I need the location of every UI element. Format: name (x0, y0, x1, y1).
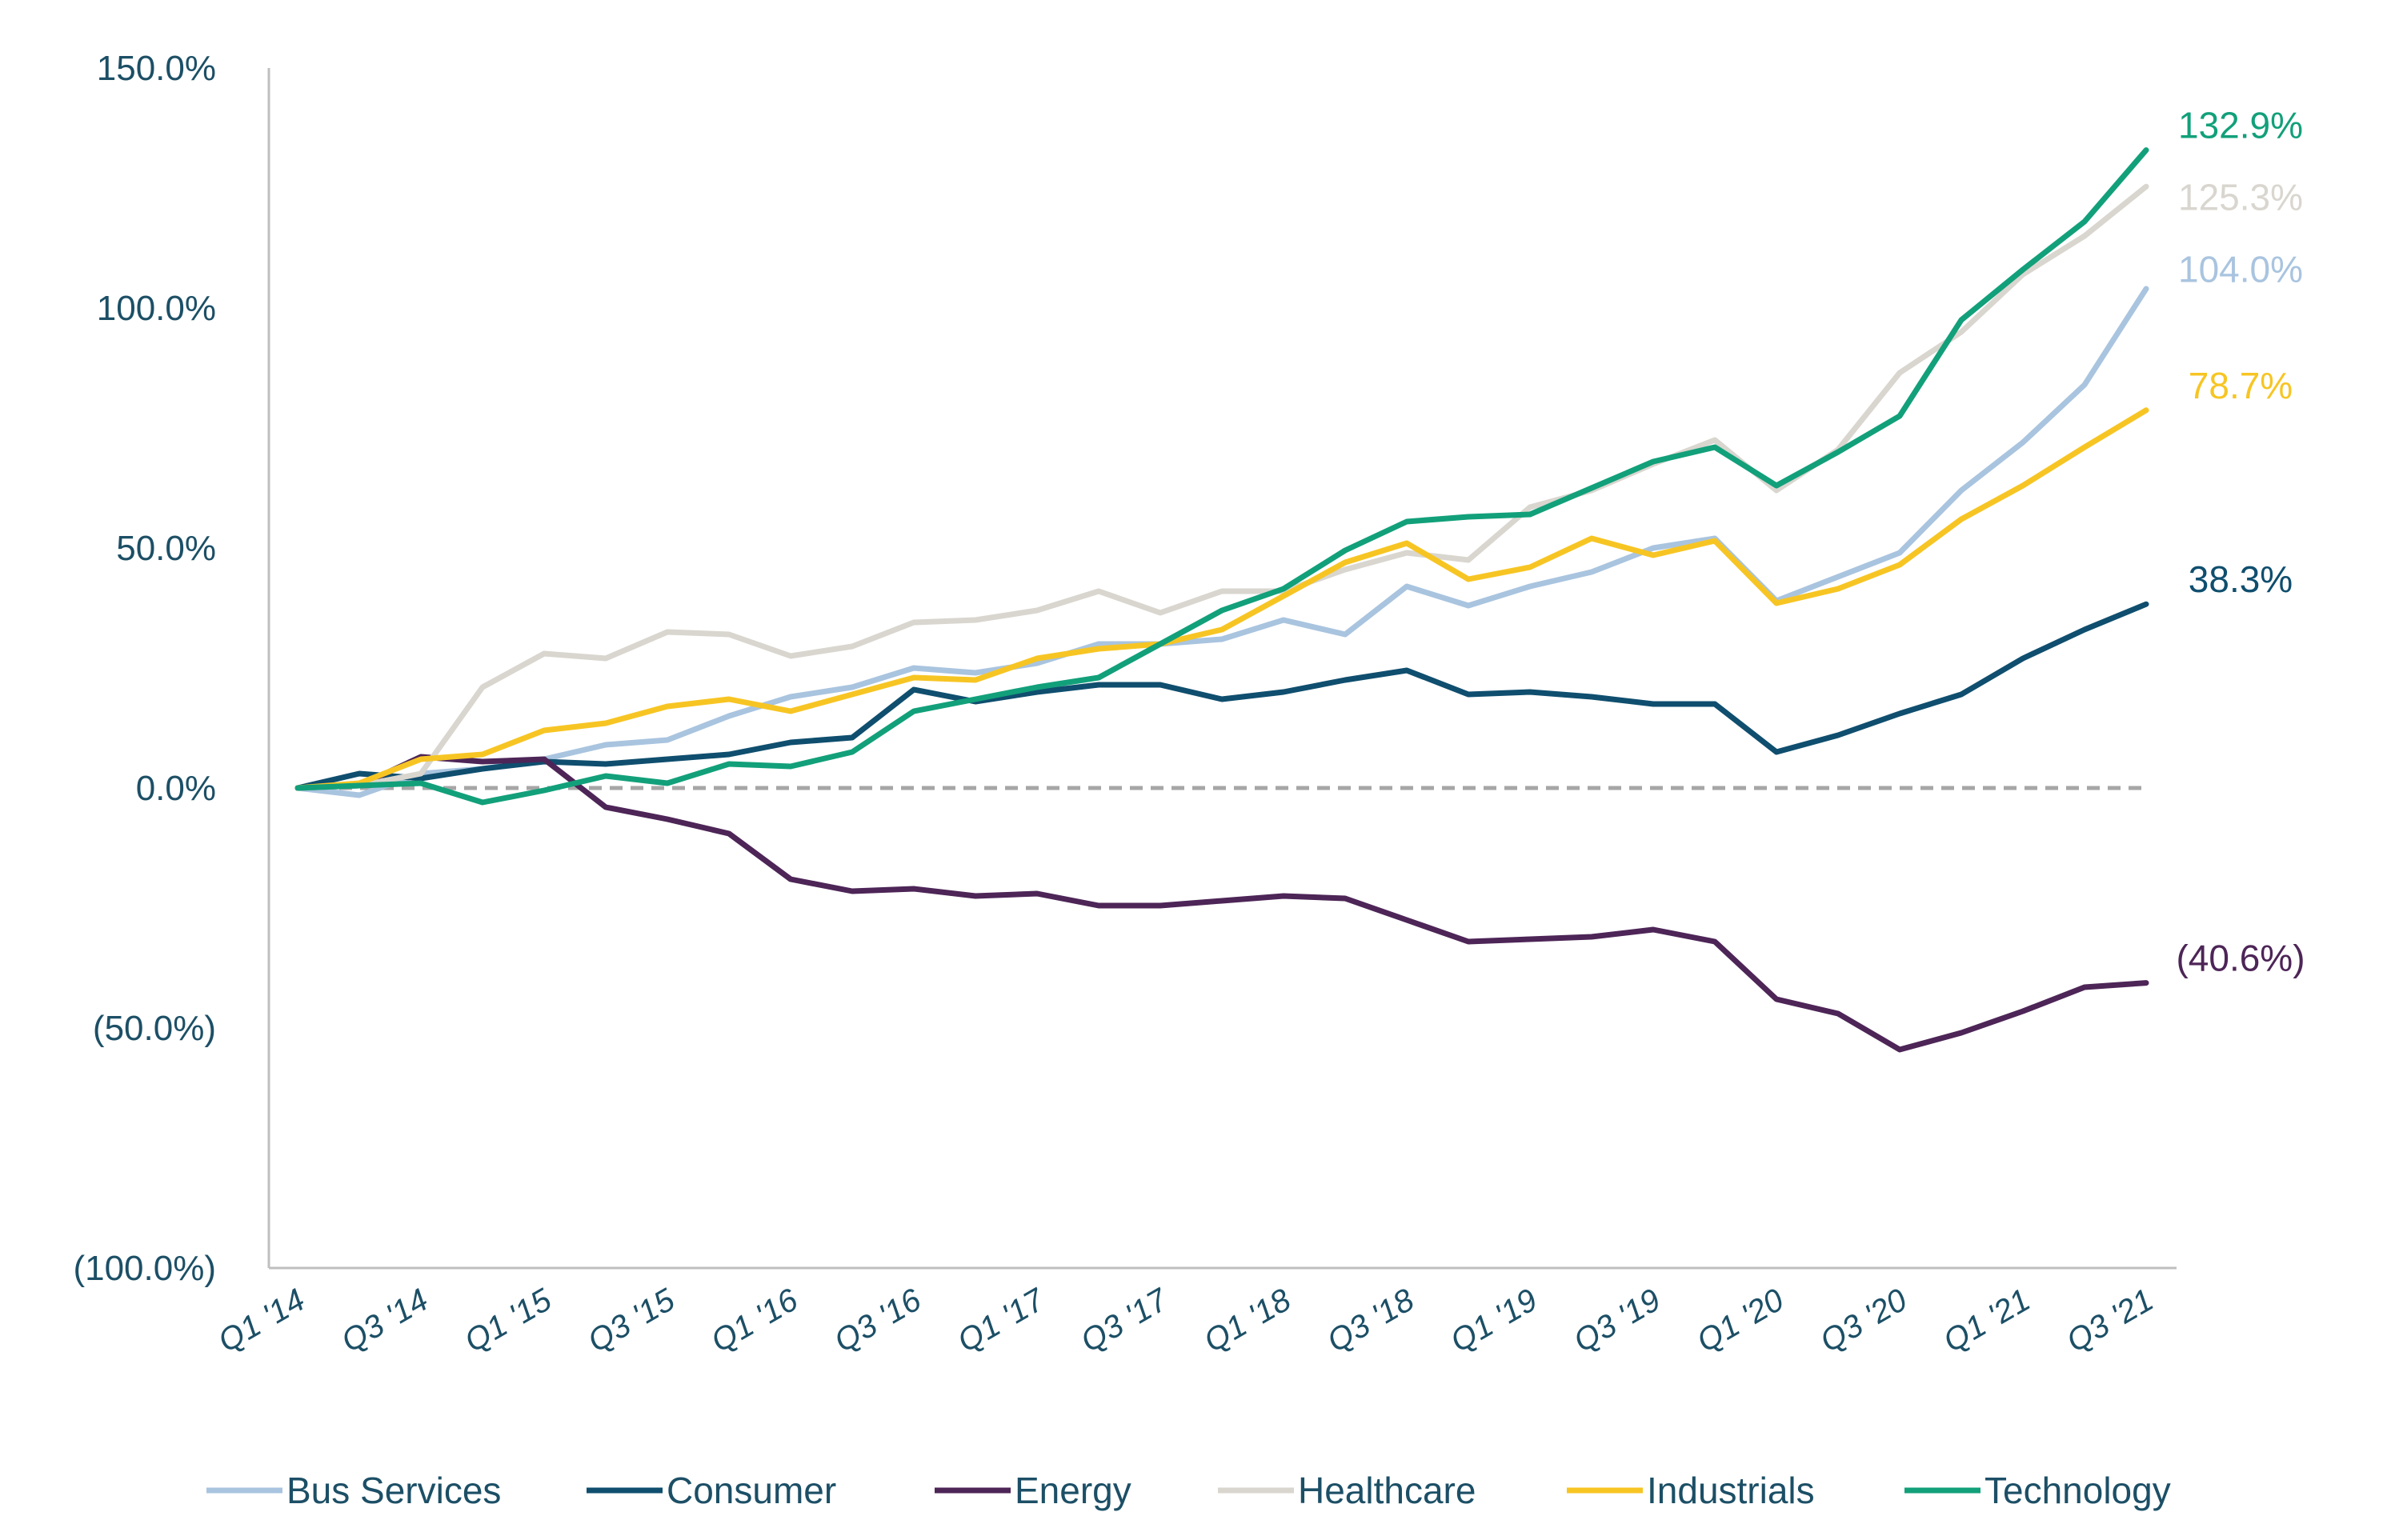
y-tick-label: 0.0% (136, 769, 216, 808)
legend-label: Healthcare (1298, 1470, 1476, 1511)
axes (267, 68, 2177, 1270)
series-line-energy (294, 754, 2149, 1053)
legend-label: Consumer (667, 1470, 836, 1511)
series-end-labels: 132.9% 125.3% 104.0% 78.7% 38.3% (40.6%) (2176, 105, 2305, 979)
y-tick-label: 150.0% (97, 49, 216, 88)
x-tick-label: Q1 '21 (1938, 1282, 2037, 1359)
series-line-technology (294, 147, 2149, 806)
legend-label: Bus Services (286, 1470, 501, 1511)
x-tick-label: Q3 '20 (1815, 1282, 1913, 1359)
x-tick-label: Q3 '18 (1322, 1282, 1421, 1359)
x-tick-label: Q1 '16 (706, 1282, 805, 1359)
x-tick-label: Q3 '19 (1568, 1282, 1667, 1359)
x-tick-label: Q1 '15 (459, 1282, 559, 1359)
series-lines (294, 147, 2149, 1053)
legend-item-technology: Technology (1904, 1470, 2171, 1511)
end-label-bus-services: 104.0% (2178, 249, 2303, 290)
legend-label: Technology (1984, 1470, 2171, 1511)
legend-item-industrials: Industrials (1567, 1470, 1815, 1511)
x-tick-label: Q1 '19 (1445, 1282, 1544, 1359)
series-line-bus-services (294, 286, 2149, 798)
legend-label: Industrials (1647, 1470, 1815, 1511)
legend-label: Energy (1015, 1470, 1131, 1511)
y-tick-label: (50.0%) (93, 1009, 216, 1048)
x-tick-label: Q3 '21 (2061, 1282, 2160, 1359)
y-tick-label: 100.0% (97, 289, 216, 328)
x-tick-label: Q3 '14 (336, 1282, 435, 1359)
x-tick-label: Q3 '17 (1075, 1282, 1175, 1359)
x-tick-label: Q3 '16 (829, 1282, 928, 1359)
x-tick-label: Q3 '15 (583, 1282, 682, 1359)
series-line-industrials (294, 407, 2149, 791)
legend-item-energy: Energy (935, 1470, 1131, 1511)
end-label-industrials: 78.7% (2189, 365, 2293, 406)
y-tick-labels: 150.0% 100.0% 50.0% 0.0% (50.0%) (100.0%) (73, 49, 216, 1288)
x-tick-label: Q1 '20 (1692, 1282, 1790, 1359)
x-tick-label: Q1 '14 (213, 1282, 311, 1359)
x-tick-label: Q1 '17 (952, 1282, 1051, 1359)
legend-item-healthcare: Healthcare (1218, 1470, 1476, 1511)
end-label-energy: (40.6%) (2176, 938, 2305, 979)
x-tick-label: Q1 '18 (1199, 1282, 1298, 1359)
y-tick-label: 50.0% (116, 529, 216, 568)
end-label-consumer: 38.3% (2189, 558, 2293, 600)
end-label-healthcare: 125.3% (2178, 177, 2303, 218)
series-line-consumer (294, 601, 2149, 791)
legend-item-consumer: Consumer (587, 1470, 836, 1511)
end-label-technology: 132.9% (2178, 105, 2303, 146)
x-tick-labels: Q1 '14 Q3 '14 Q1 '15 Q3 '15 Q1 '16 Q3 '16 Q1 '… (213, 1282, 2160, 1359)
legend-item-bus-services: Bus Services (206, 1470, 501, 1511)
legend: Bus Services Consumer Energy Healthcare Indu… (206, 1470, 2171, 1511)
y-tick-label: (100.0%) (73, 1249, 216, 1288)
